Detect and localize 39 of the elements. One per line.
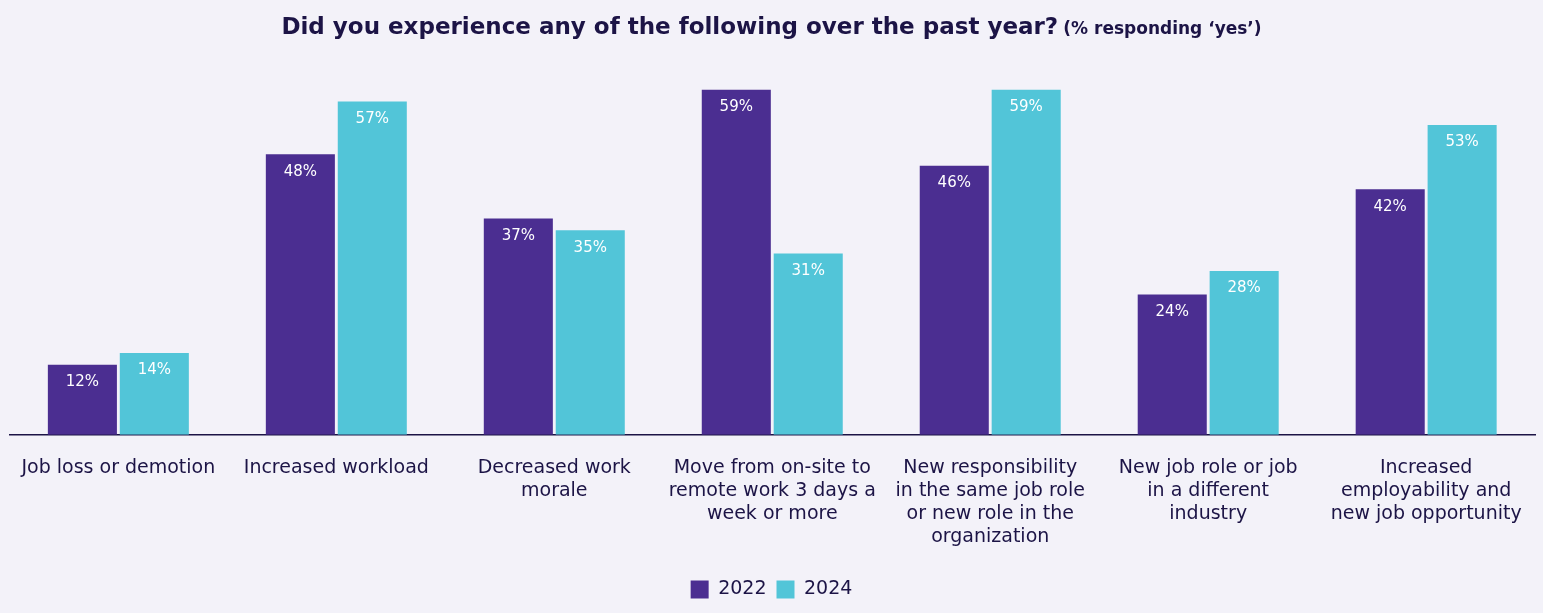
- bar: [555, 230, 625, 435]
- x-tick-label: Job loss or demotion: [20, 455, 216, 478]
- chart-title: Did you experience any of the following over the past year?: [281, 13, 1059, 39]
- data-label: 48%: [283, 161, 318, 180]
- bar: [337, 101, 407, 435]
- bar: [265, 154, 335, 435]
- bar: [991, 89, 1061, 435]
- data-label: 35%: [573, 237, 607, 256]
- data-label: 12%: [65, 372, 100, 391]
- x-tick-label: Increased employability and new job opportunity: [1330, 455, 1522, 523]
- data-label: 31%: [791, 260, 825, 279]
- data-label: 57%: [355, 108, 389, 127]
- x-tick-label: Decreased work morale: [477, 455, 631, 500]
- bar: [47, 364, 117, 435]
- bar: [701, 89, 771, 435]
- x-tick-label: Increased workload: [243, 455, 429, 478]
- bar: [919, 165, 989, 435]
- bar: [119, 352, 189, 435]
- data-label: 24%: [1155, 301, 1189, 320]
- data-label: 28%: [1227, 278, 1261, 297]
- bar: [1209, 271, 1279, 435]
- data-label: 59%: [1009, 97, 1043, 116]
- data-label: 14%: [137, 360, 171, 379]
- legend-label: 2024: [804, 576, 853, 599]
- data-label: 59%: [719, 97, 753, 116]
- data-label: 42%: [1373, 196, 1407, 215]
- bar: [1137, 294, 1207, 435]
- bar: [1427, 124, 1497, 435]
- x-tick-label: New responsibility in the same job role or new role in the organization: [895, 455, 1085, 546]
- bar: [483, 218, 553, 435]
- data-label: 53%: [1445, 132, 1479, 151]
- bar: [1355, 189, 1425, 435]
- chart-subtitle: (% responding ‘yes’): [1063, 18, 1262, 38]
- x-tick-label: New job role or job in a different industry: [1118, 455, 1298, 523]
- data-label: 46%: [937, 173, 971, 192]
- bar: [773, 253, 843, 435]
- legend-label: 2022: [718, 576, 767, 599]
- data-label: 37%: [501, 225, 535, 244]
- x-tick-label: Move from on-site to remote work 3 days a week or more: [668, 455, 876, 523]
